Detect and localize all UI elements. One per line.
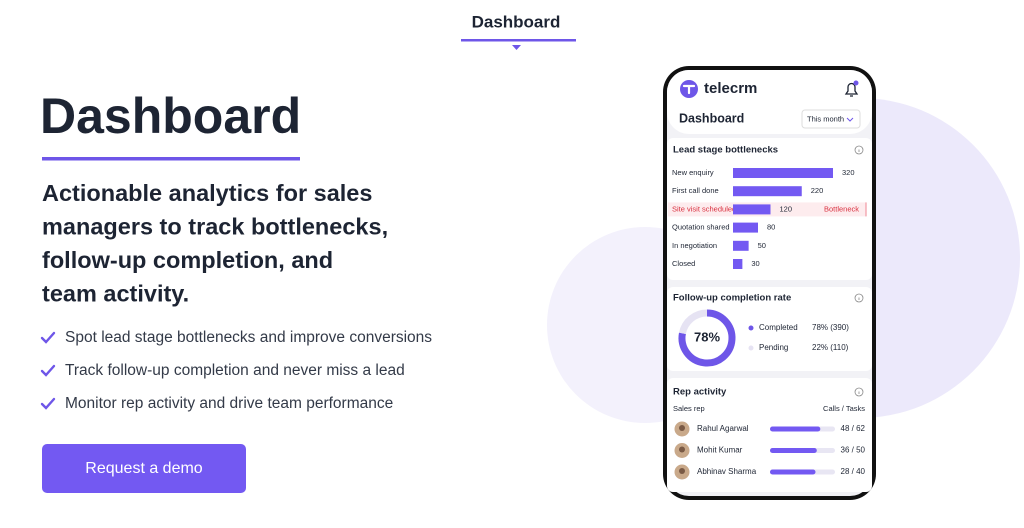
info-icon[interactable]	[854, 145, 864, 155]
legend-dot	[748, 345, 754, 351]
cta-button[interactable]	[42, 444, 246, 493]
title-underline	[42, 157, 300, 161]
card-title: Lead stage bottlenecks	[673, 145, 778, 156]
hero-text: Actionable analytics for sales managers t…	[40, 180, 432, 412]
progress-bar	[770, 448, 817, 453]
card	[667, 287, 872, 371]
stage-bar	[733, 204, 771, 215]
legend-dot	[748, 325, 754, 331]
card-title: Follow-up completion rate	[673, 293, 791, 304]
period-label[interactable]: This month	[807, 114, 844, 123]
stage-label: Quotation shared	[672, 223, 730, 232]
legend-label: Completed	[759, 323, 798, 332]
stage-value: 120	[780, 204, 793, 213]
rep-name: Rahul Agarwal	[697, 424, 749, 433]
stage-value: 320	[842, 168, 855, 177]
stage-value: 80	[767, 223, 775, 232]
phone-content: Lead stage bottlenecks New enquiry 320 Firs…	[668, 145, 867, 480]
bell-icon[interactable]	[844, 82, 859, 97]
bullet-text: Spot lead stage bottlenecks and improve …	[65, 329, 432, 346]
check-icon	[40, 397, 56, 410]
stage-label: New enquiry	[672, 168, 714, 177]
brand-logo-mark	[682, 84, 696, 95]
bullet-text: Monitor rep activity and drive team perf…	[65, 395, 393, 412]
card-title: Rep activity	[673, 387, 727, 398]
subtitle-line: managers to track bottlenecks,	[42, 214, 388, 240]
tab-caret	[512, 45, 521, 50]
screen-title: Dashboard	[679, 111, 744, 125]
stage-label: Closed	[672, 259, 695, 268]
stage-value: 220	[811, 186, 824, 195]
bullet-text: Track follow-up completion and never mis…	[65, 362, 405, 379]
stage-bar	[733, 222, 758, 233]
column-header: Calls / Tasks	[823, 404, 865, 413]
donut-segment	[678, 309, 736, 367]
subtitle-line: Actionable analytics for sales	[42, 180, 372, 206]
column-header: Sales rep	[673, 404, 705, 413]
rep-value: 36 / 50	[841, 446, 866, 455]
rep-value: 28 / 40	[841, 467, 866, 476]
legend-value: 22% (110)	[812, 343, 849, 352]
brand-name: telecrm	[704, 80, 757, 97]
progress-bar	[770, 426, 821, 432]
stage-bar	[733, 259, 743, 269]
check-icon	[40, 331, 56, 344]
avatar-face	[679, 446, 685, 453]
tab-underline	[461, 39, 576, 42]
stage-bar	[733, 186, 802, 197]
stage-label: Site visit scheduled	[672, 204, 736, 213]
hero-title: Dashboard	[40, 88, 301, 144]
stage-value: 50	[758, 241, 766, 250]
stage-bar	[733, 168, 833, 178]
stage-label: In negotiation	[672, 241, 717, 250]
donut-center: 78%	[694, 329, 720, 344]
donut-segment	[679, 309, 708, 335]
cta-label[interactable]: Request a demo	[85, 460, 203, 477]
info-icon[interactable]	[854, 387, 864, 397]
stage-label: First call done	[672, 186, 719, 195]
check-icon	[40, 364, 56, 377]
tab-label[interactable]: Dashboard	[472, 12, 561, 31]
select-chevron	[846, 117, 854, 122]
rep-value: 48 / 62	[841, 424, 866, 433]
rep-name: Abhinav Sharma	[697, 467, 757, 476]
progress-bar	[770, 469, 816, 475]
stage-bar	[733, 240, 749, 251]
stage-value: 30	[751, 259, 759, 268]
subtitle-line: team activity.	[42, 281, 189, 307]
period-select[interactable]	[801, 109, 861, 129]
avatar-face	[679, 425, 685, 431]
avatar-face	[679, 468, 685, 474]
rep-name: Mohit Kumar	[697, 446, 743, 455]
legend-value: 78% (390)	[812, 323, 849, 332]
stage-flag: Bottleneck	[824, 204, 859, 213]
legend-label: Pending	[759, 343, 788, 352]
subtitle-line: follow-up completion, and	[42, 247, 333, 273]
notification-dot	[853, 80, 859, 86]
info-icon[interactable]	[854, 293, 864, 303]
card	[667, 378, 872, 492]
